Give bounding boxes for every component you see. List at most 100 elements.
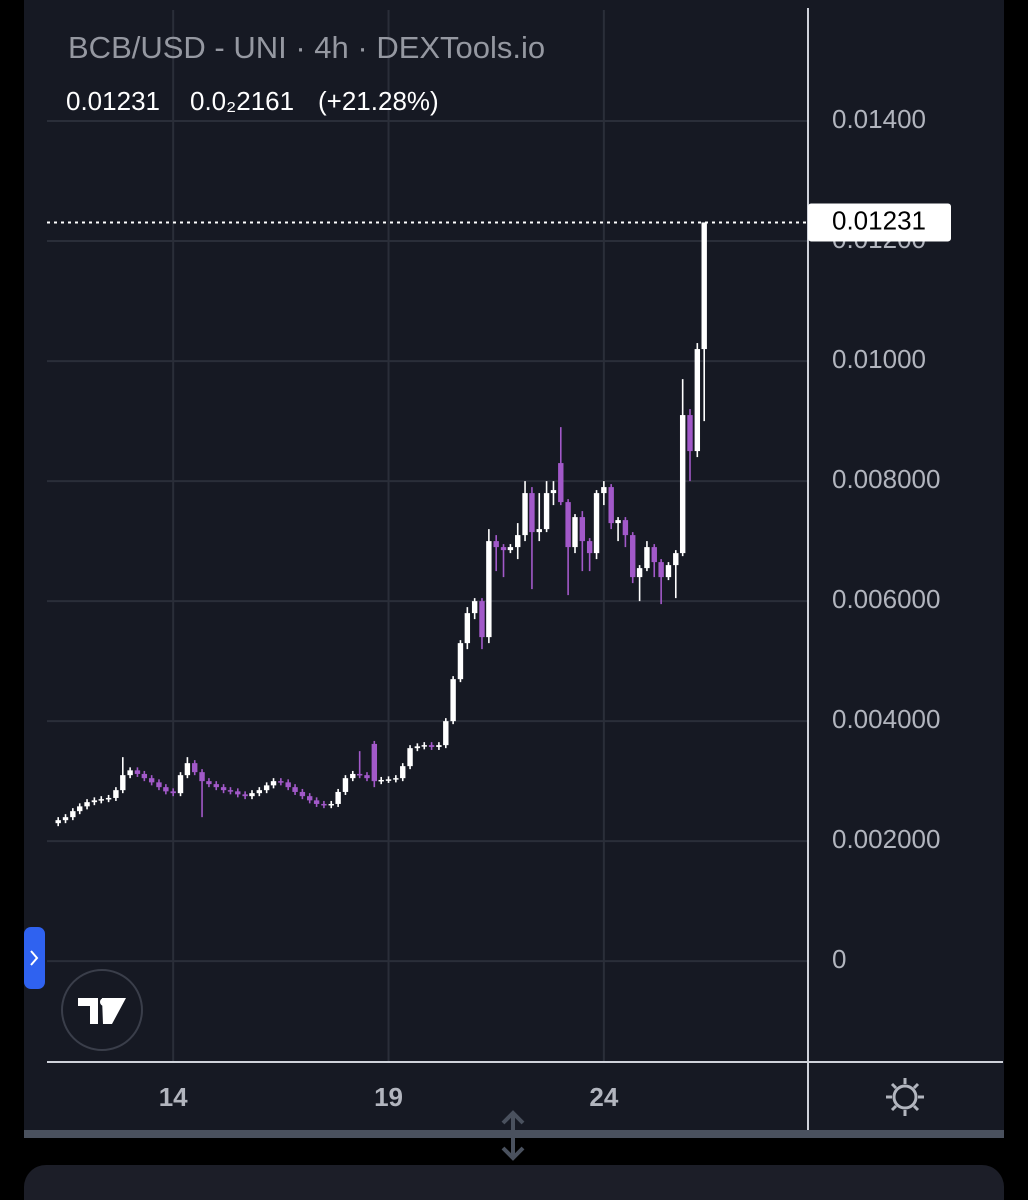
candle-body <box>163 787 169 792</box>
candle-body <box>543 493 550 530</box>
candle-body <box>421 745 427 747</box>
candle-body <box>493 541 499 548</box>
candle-body <box>400 766 406 779</box>
candle-body <box>673 553 679 566</box>
candle-body <box>371 743 378 782</box>
candle-body <box>536 529 542 533</box>
candle-body <box>98 799 104 801</box>
candle-body <box>220 787 227 791</box>
candle-body <box>529 493 535 533</box>
y-tick-label: 0.01000 <box>832 344 926 374</box>
tv-logo[interactable] <box>61 969 143 1051</box>
candle-body <box>270 781 277 786</box>
candle-body <box>285 782 291 788</box>
candle-body <box>356 773 363 776</box>
candle-body <box>127 770 133 776</box>
candle-body <box>579 517 586 542</box>
candle-body <box>464 613 471 644</box>
candle-body <box>364 775 370 779</box>
candle-body <box>342 778 349 792</box>
x-tick-label: 14 <box>159 1082 188 1112</box>
side-tab[interactable] <box>24 927 45 989</box>
candle-body <box>199 772 205 782</box>
candle-body <box>350 773 356 779</box>
y-tick-label: 0 <box>832 944 846 974</box>
candle-body <box>636 568 643 578</box>
candle-body <box>328 803 334 806</box>
candle-body <box>148 778 155 783</box>
candle-body <box>192 763 198 773</box>
y-tick-label: 0.004000 <box>832 704 940 734</box>
candle-body <box>378 779 384 782</box>
candle-body <box>156 782 162 788</box>
candle-body <box>679 415 686 554</box>
y-tick-label: 0.002000 <box>832 824 940 854</box>
candle-body <box>558 463 564 503</box>
candle-body <box>572 517 578 548</box>
candle-body <box>113 790 119 798</box>
candle-body <box>615 520 621 524</box>
y-tick-label: 0.01400 <box>832 104 926 134</box>
gear-ring <box>892 1084 918 1110</box>
candles <box>47 221 808 827</box>
candle-body <box>249 793 255 797</box>
candle-body <box>62 817 69 821</box>
candle-body <box>77 806 83 812</box>
side-tab-icon <box>30 950 39 966</box>
grid <box>47 10 808 1062</box>
y-tick-label: 0.008000 <box>832 464 940 494</box>
candle-body <box>414 746 421 749</box>
candle-body <box>593 493 600 554</box>
last-change: 0.0₂2161 <box>190 86 294 116</box>
candle-body <box>443 721 449 746</box>
candle-body <box>507 547 514 551</box>
candle-body <box>630 535 636 578</box>
candle-body <box>658 562 664 578</box>
candle-body <box>335 791 341 804</box>
candle-body <box>407 748 413 767</box>
resize-handle[interactable] <box>501 1110 525 1161</box>
candle-body <box>486 541 492 638</box>
candle-body <box>141 773 148 779</box>
candle-body <box>235 791 241 795</box>
candle-body <box>500 547 507 551</box>
candle-body <box>565 502 571 548</box>
bottom-card <box>24 1165 1004 1200</box>
candle-body <box>665 565 672 578</box>
axes: 0 0.002000 0.004000 0.006000 0.008000 0.01000… <box>159 104 951 1112</box>
candle-body <box>522 493 528 536</box>
last-price: 0.01231 <box>66 86 160 116</box>
y-tick-label: 0.006000 <box>832 584 940 614</box>
candle-body <box>213 784 219 788</box>
candle-body <box>105 797 112 800</box>
candle-body <box>450 679 456 722</box>
candle-body <box>134 770 141 774</box>
last-price-label: 0.01231 <box>832 205 926 235</box>
x-tick-label: 19 <box>374 1082 403 1112</box>
last-price-box <box>808 203 951 242</box>
candle-body <box>91 800 98 803</box>
candle-body <box>601 487 607 494</box>
candle-body <box>263 785 270 791</box>
gear-teeth <box>886 1078 924 1116</box>
candle-body <box>457 643 464 680</box>
last-change-pct: (+21.28%) <box>318 86 439 116</box>
candle-body <box>55 820 61 824</box>
candle-body <box>471 601 478 614</box>
settings-icon[interactable] <box>886 1078 924 1116</box>
candle-body <box>177 775 184 794</box>
candle-body <box>184 763 191 776</box>
candle-body <box>256 790 263 794</box>
candle-body <box>313 800 320 804</box>
candle-body <box>608 487 614 524</box>
candle-body <box>687 415 693 452</box>
candle-body <box>307 796 313 801</box>
candle-body <box>170 791 176 794</box>
candle-body <box>120 775 126 791</box>
chart-panel <box>24 0 1004 1132</box>
tv-logo-dot <box>100 998 108 1006</box>
tv-logo-mark <box>78 998 126 1024</box>
chart-title: BCB/USD - UNI · 4h · DEXTools.io <box>68 30 545 65</box>
